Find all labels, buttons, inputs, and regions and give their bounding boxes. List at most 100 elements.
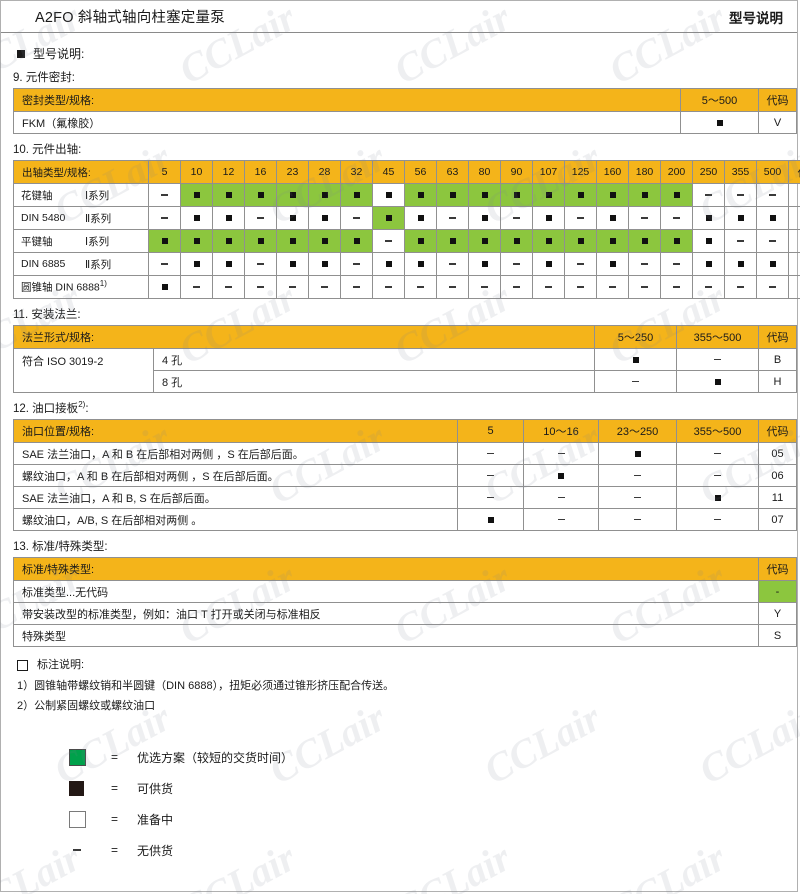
available-mark-icon: [558, 472, 564, 479]
unavailable-dash-icon: [513, 286, 520, 288]
shaft-cell: [564, 275, 597, 299]
shaft-cell: [340, 183, 373, 207]
available-mark-icon: [321, 192, 328, 199]
shaft-header-size-56: 56: [404, 160, 437, 184]
flange-cell: [676, 370, 759, 393]
preferred-green-swatch-icon: [69, 748, 86, 766]
legend-equals-sign: =: [111, 843, 119, 858]
shaft-row-name: DIN 6885: [13, 252, 81, 276]
shaft-cell: [212, 275, 245, 299]
legend-label: 可供货: [137, 781, 174, 796]
type-row-code: -: [758, 580, 797, 603]
shaft-header-size-355: 355: [724, 160, 757, 184]
notes-block: 标注说明: 1）圆锥轴带螺纹销和半圆键（DIN 6888），扭矩必须通过锥形挤压…: [17, 656, 789, 716]
unavailable-dash-icon: [193, 286, 200, 288]
available-mark-icon: [417, 238, 424, 245]
seal-row-code: V: [758, 111, 797, 134]
port-table-header-row: 油口位置/规格: 5 10～16 23～250 355～500 代码: [13, 419, 797, 443]
unavailable-dash-icon: [673, 263, 680, 265]
flange-cell: [594, 370, 677, 393]
unavailable-dash-icon: [353, 217, 360, 219]
available-mark-icon: [513, 192, 520, 199]
table-row: 圆锥轴 DIN 68881) C: [13, 275, 800, 299]
in-preparation-white-swatch-icon: [69, 810, 86, 828]
shaft-cell: [372, 183, 405, 207]
shaft-header-size-10: 10: [180, 160, 213, 184]
shaft-cell: [628, 229, 661, 253]
port-section-superscript: 2): [78, 400, 86, 410]
shaft-header-size-23: 23: [276, 160, 309, 184]
shaft-cell: [436, 206, 469, 230]
port-row-label: 螺纹油口，A 和 B 在后部相对两侧 ，S 在后部后面。: [13, 464, 458, 487]
available-mark-icon: [737, 261, 744, 268]
shaft-cell: [340, 252, 373, 276]
table-row: SAE 法兰油口，A 和 B, S 在后部后面。 11: [13, 486, 797, 509]
page-body: 型号说明: 9. 元件密封: 密封类型/规格: 5～500 代码 FKM（氟橡胶…: [1, 33, 800, 866]
unavailable-dash-icon: [634, 518, 641, 521]
shaft-cell: [500, 252, 533, 276]
shaft-cell: [180, 229, 213, 253]
legend-label: 优选方案（较短的交货时间）: [137, 750, 294, 765]
shaft-table-header-row: 出轴类型/规格: 5 10 12 16 23 28 32 45 56 63 80 90 107 125 160…: [13, 160, 800, 184]
shaft-cell: [532, 229, 565, 253]
shaft-row-superscript: 1): [99, 279, 107, 289]
shaft-row-name: 花键轴: [13, 183, 81, 207]
shaft-cell: [148, 275, 181, 299]
shaft-cell: [468, 275, 501, 299]
available-mark-icon: [545, 215, 552, 222]
port-row-code: 11: [758, 486, 797, 509]
page-title: A2FO 斜轴式轴向柱塞定量泵: [35, 10, 225, 26]
unavailable-dash-icon: [449, 263, 456, 265]
unavailable-dash-icon: [557, 518, 565, 521]
table-row: 螺纹油口，A/B, S 在后部相对两侧 。 07: [13, 508, 797, 531]
available-mark-icon: [225, 261, 232, 268]
page-header: A2FO 斜轴式轴向柱塞定量泵 型号说明: [1, 1, 797, 33]
shaft-cell: [276, 252, 309, 276]
port-cell: [523, 508, 599, 531]
port-cell: [676, 442, 759, 465]
unavailable-dash-icon: [577, 286, 584, 288]
available-mark-icon: [289, 261, 296, 268]
shaft-cell: [564, 252, 597, 276]
type-row-code: Y: [758, 602, 797, 625]
unavailable-dash-icon: [289, 286, 296, 288]
unavailable-dash-icon: [769, 286, 776, 288]
unavailable-dash-icon: [714, 474, 721, 477]
unavailable-dash-icon: [634, 496, 641, 499]
shaft-cell: [276, 229, 309, 253]
flange-header-label: 法兰形式/规格:: [13, 325, 595, 349]
available-mark-icon: [545, 192, 552, 199]
notes-heading-label: 标注说明:: [37, 659, 85, 671]
available-mark-icon: [634, 450, 641, 457]
unavailable-dash-icon: [673, 286, 680, 288]
shaft-row-code: Z: [788, 206, 800, 230]
shaft-cell: [628, 206, 661, 230]
unavailable-dash-icon: [769, 194, 776, 196]
shaft-cell: [660, 229, 693, 253]
shaft-cell: [596, 275, 629, 299]
available-mark-icon: [545, 238, 552, 245]
shaft-cell: [532, 252, 565, 276]
available-mark-icon: [225, 192, 232, 199]
type-row-label: 标准类型...无代码: [13, 580, 759, 603]
available-mark-icon: [577, 238, 584, 245]
available-mark-icon: [417, 215, 424, 222]
flange-row-code: H: [758, 370, 797, 393]
available-mark-icon: [449, 192, 456, 199]
shaft-cell: [276, 183, 309, 207]
unavailable-dash-icon: [257, 263, 264, 265]
shaft-cell: [308, 229, 341, 253]
shaft-cell: [756, 206, 789, 230]
shaft-cell: [308, 206, 341, 230]
available-mark-icon: [225, 238, 232, 245]
unavailable-dash-icon: [641, 217, 648, 219]
port-header-label: 油口位置/规格:: [13, 419, 458, 443]
shaft-cell: [404, 183, 437, 207]
shaft-header-size-5: 5: [148, 160, 181, 184]
port-cell: [523, 442, 599, 465]
intro-heading-label: 型号说明:: [33, 47, 85, 61]
note-item: 2）公制紧固螺纹或螺纹油口: [17, 699, 156, 712]
type-row-code: S: [758, 624, 797, 647]
port-row-label: 螺纹油口，A/B, S 在后部相对两侧 。: [13, 508, 458, 531]
